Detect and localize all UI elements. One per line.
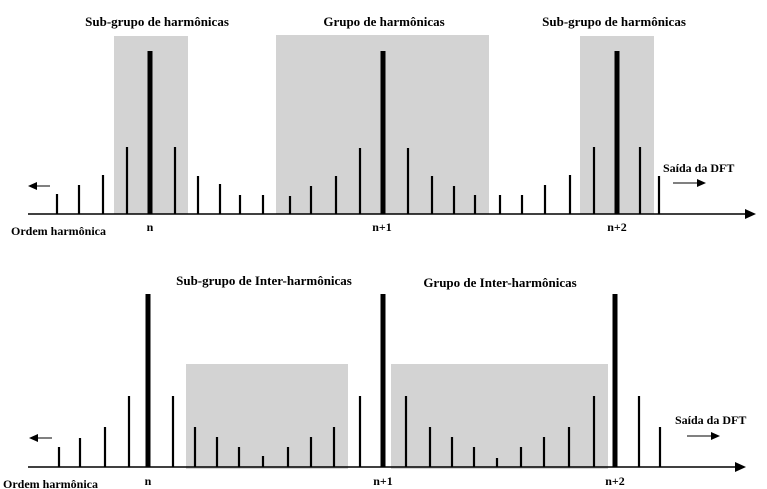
bottom-panel: Sub-grupo de Inter-harmônicas Grupo de I… <box>3 273 746 489</box>
top-right-arrow-head <box>697 179 706 187</box>
bottom-output-label: Saída da DFT <box>675 413 746 427</box>
bottom-left-arrow-head <box>29 434 38 442</box>
bottom-tick-n-plus-2: n+2 <box>605 474 625 488</box>
bottom-axis-arrowhead <box>735 462 746 472</box>
bottom-tick-n-plus-1: n+1 <box>373 474 393 488</box>
top-title-group-center: Grupo de harmônicas <box>323 14 444 29</box>
bottom-title-interharmonic-group: Grupo de Inter-harmônicas <box>423 275 576 290</box>
interharmonic-subgroup-box <box>186 364 348 469</box>
top-title-subgroup-right: Sub-grupo de harmônicas <box>542 14 686 29</box>
bottom-spectral-lines <box>57 294 662 467</box>
top-axis-label: Ordem harmônica <box>11 224 106 238</box>
top-title-subgroup-left: Sub-grupo de harmônicas <box>85 14 229 29</box>
top-tick-n-plus-2: n+2 <box>607 220 627 234</box>
top-tick-n-plus-1: n+1 <box>372 220 392 234</box>
top-axis-arrowhead <box>745 209 756 219</box>
bottom-tick-n: n <box>145 474 152 488</box>
interharmonic-group-box <box>391 364 608 469</box>
top-tick-n: n <box>147 220 154 234</box>
top-panel: Sub-grupo de harmônicas Grupo de harmôni… <box>11 14 756 238</box>
bottom-axis-label: Ordem harmônica <box>3 477 98 489</box>
top-spectral-lines <box>55 51 661 214</box>
bottom-title-interharmonic-subgroup: Sub-grupo de Inter-harmônicas <box>176 273 352 288</box>
bottom-right-arrow-head <box>711 432 720 440</box>
top-output-label: Saída da DFT <box>663 161 734 175</box>
top-left-arrow-head <box>28 182 37 190</box>
